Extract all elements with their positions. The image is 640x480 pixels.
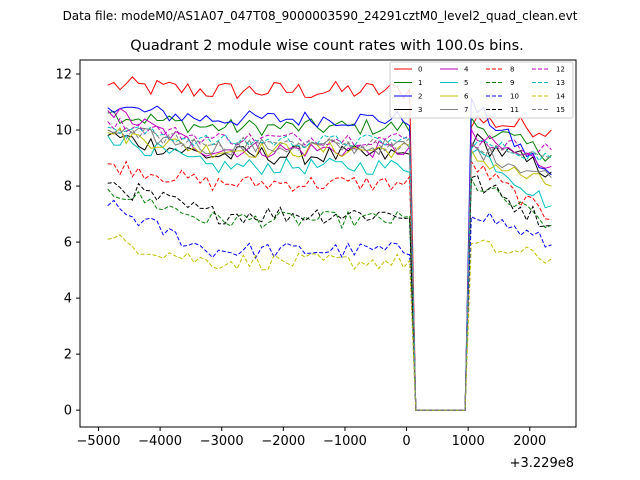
- x-tick-label: −2000: [261, 434, 305, 449]
- legend-label-1: 1: [418, 79, 422, 87]
- legend-label-8: 8: [510, 66, 514, 74]
- legend-label-11: 11: [510, 106, 519, 114]
- y-tick-label: 6: [64, 236, 72, 251]
- series-line-8: [107, 159, 552, 411]
- plot-frame: [79, 59, 577, 428]
- x-tick-label: −4000: [138, 434, 182, 449]
- x-tick-label: −5000: [76, 434, 120, 449]
- y-tick-label: 4: [64, 292, 72, 307]
- x-tick-label: 2000: [513, 434, 546, 449]
- series-line-4: [107, 107, 552, 411]
- y-tick-label: 8: [64, 180, 72, 195]
- legend-label-3: 3: [418, 106, 422, 114]
- legend-label-7: 7: [464, 106, 468, 114]
- figure-suptitle: Data file: modeM0/AS1A07_047T08_90000035…: [63, 9, 578, 23]
- legend-label-12: 12: [556, 66, 565, 74]
- series-layer: [107, 76, 552, 411]
- y-tick-label: 0: [64, 404, 72, 419]
- x-tick-label: 1000: [452, 434, 485, 449]
- y-tick-label: 12: [55, 68, 72, 83]
- x-tick-label: −1000: [323, 434, 367, 449]
- legend-label-2: 2: [418, 93, 422, 101]
- legend-box: [389, 61, 574, 119]
- y-tick-label: 10: [55, 124, 72, 139]
- legend-label-15: 15: [556, 106, 565, 114]
- series-line-9: [107, 178, 552, 411]
- axes-layer: −5000 −4000 −3000 −2000 −1000 0 1000 2000 0 2 4 6 8 1…: [55, 59, 577, 449]
- series-line-15: [107, 128, 552, 411]
- legend-label-6: 6: [464, 93, 469, 101]
- x-tick-label: 0: [402, 434, 410, 449]
- y-tick-label: 2: [64, 348, 72, 363]
- legend-label-4: 4: [464, 66, 469, 74]
- x-offset-label: +3.229e8: [510, 456, 574, 471]
- legend-label-5: 5: [464, 79, 468, 87]
- legend-label-9: 9: [510, 79, 514, 87]
- legend-label-10: 10: [510, 93, 519, 101]
- series-line-13: [107, 126, 552, 411]
- legend-label-14: 14: [556, 93, 565, 101]
- series-line-11: [107, 174, 552, 411]
- chart-title: Quadrant 2 module wise count rates with …: [130, 38, 524, 54]
- legend-label-0: 0: [418, 66, 422, 74]
- series-line-14: [107, 234, 552, 411]
- legend-label-13: 13: [556, 79, 565, 87]
- series-line-10: [107, 199, 552, 411]
- x-tick-label: −3000: [200, 434, 244, 449]
